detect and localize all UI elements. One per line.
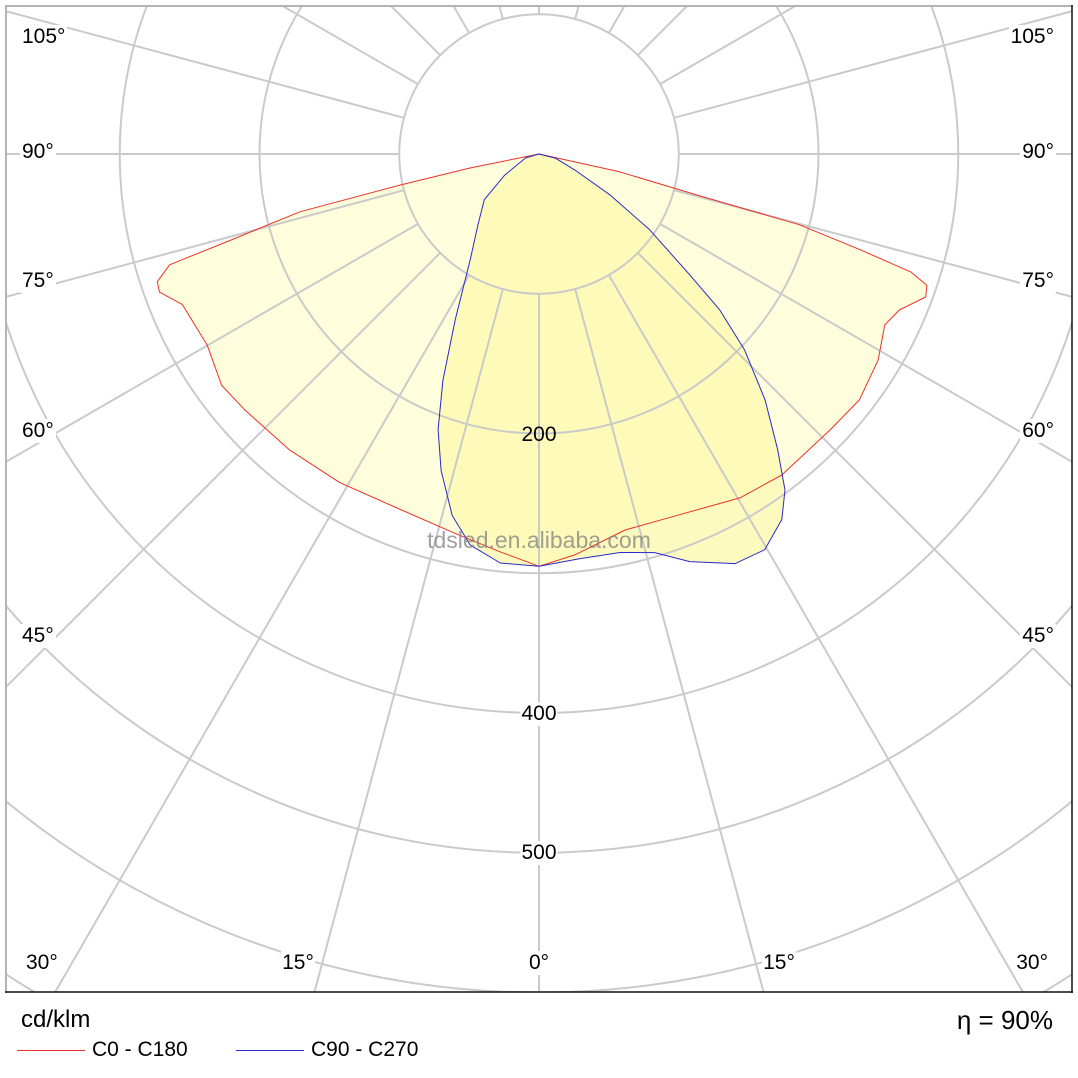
c90-c270-fill [438, 154, 785, 567]
angle-label-bottom: 15° [762, 951, 796, 975]
angle-label-right: 105° [1008, 25, 1056, 49]
angle-label-bottom: 15° [281, 951, 315, 975]
ring-value-label: 500 [520, 841, 558, 865]
grid-radial-line [673, 10, 1072, 119]
legend-label: C90 - C270 [311, 1038, 419, 1061]
c90-c270-curve [437, 153, 786, 567]
angle-label-left: 30° [24, 951, 60, 975]
legend-line-red-icon [17, 1049, 85, 1051]
ring-value-label: 200 [521, 423, 557, 446]
grid-radial-line [313, 288, 504, 992]
angle-label-left: 45° [20, 624, 56, 648]
grid-radial-line [498, 6, 504, 20]
ring-value-label: 400 [520, 702, 558, 726]
grid-radial-line [54, 274, 470, 992]
watermark: tdsled.en.alibaba.com [427, 527, 651, 553]
grid-radial-line [574, 6, 580, 20]
legend-label: C0 - C180 [92, 1038, 188, 1061]
grid-radial-line [608, 274, 1024, 992]
legend-item-c0-c180: C0 - C180 [17, 1037, 188, 1063]
angle-label-right: 45° [1020, 624, 1056, 648]
legend-item-c90-c270: C90 - C270 [236, 1037, 418, 1063]
angle-label-bottom: 0° [527, 951, 551, 975]
curve-fills [157, 154, 927, 567]
grid-radial-line [6, 252, 441, 689]
angle-label-right: 75° [1020, 269, 1056, 293]
angle-label-left: 105° [20, 25, 68, 49]
grid-radial-line [637, 252, 1072, 689]
angle-label-right: 30° [1014, 951, 1050, 975]
angle-label-right: 90° [1020, 140, 1056, 164]
angle-label-right: 60° [1020, 419, 1056, 443]
grid-radial-line [6, 10, 405, 119]
grid-radial-line [6, 189, 405, 298]
grid-radial-line [673, 189, 1072, 298]
grid-radial-line [574, 288, 765, 992]
angle-label-left: 60° [20, 419, 56, 443]
grid-radial-line [659, 223, 1072, 463]
grid-radial-line [6, 223, 419, 463]
angle-label-left: 75° [20, 269, 56, 293]
curve-outlines [156, 153, 928, 567]
legend-line-blue-icon [236, 1049, 304, 1051]
unit-label: cd/klm [21, 1006, 91, 1033]
angle-label-left: 90° [20, 140, 56, 164]
legend: C0 - C180 C90 - C270 [0, 1037, 600, 1063]
efficiency-label: η = 90% [956, 1005, 1053, 1035]
